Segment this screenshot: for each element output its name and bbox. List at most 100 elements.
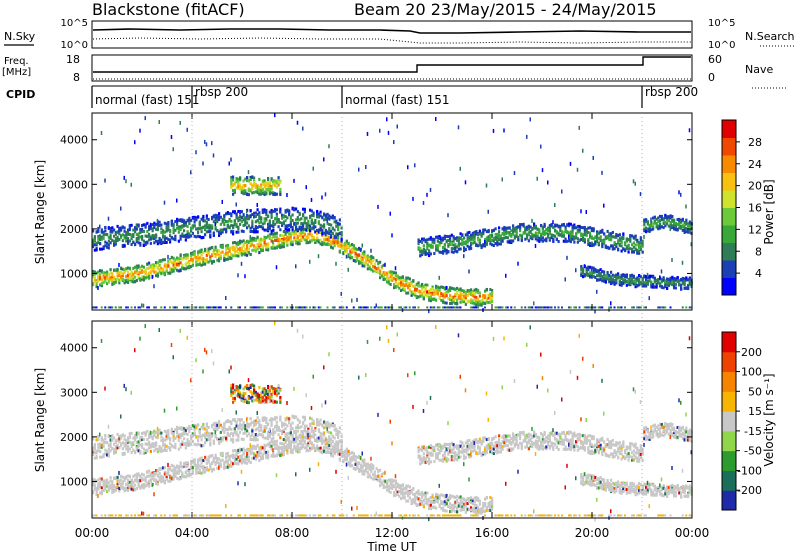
velocity-cell	[186, 469, 189, 473]
power-cell	[580, 273, 583, 277]
power-cell	[163, 272, 166, 276]
power-cell	[277, 176, 280, 180]
velocity-cell	[92, 437, 95, 441]
velocity-cell	[163, 447, 166, 451]
power-cell	[235, 254, 238, 258]
power-cell	[102, 230, 105, 234]
power-cell	[641, 242, 644, 246]
power-cell	[139, 243, 142, 247]
power-near-range-cell	[589, 306, 591, 309]
power-cell	[335, 240, 338, 244]
power-cell	[524, 231, 527, 235]
power-cell	[496, 241, 499, 245]
velocity-cell	[167, 445, 170, 449]
power-cell	[142, 276, 145, 280]
power-cell	[179, 253, 182, 257]
velocity-cell	[92, 483, 95, 487]
velocity-cell	[156, 431, 159, 435]
velocity-cell	[137, 472, 140, 476]
power-cell	[363, 264, 366, 268]
power-cell	[291, 213, 294, 217]
power-cell	[422, 247, 425, 251]
power-near-range-cell	[645, 306, 647, 309]
power-cell	[240, 246, 243, 250]
velocity-near-range-cell	[107, 514, 110, 517]
velocity-cell	[144, 449, 147, 453]
power-cell	[344, 241, 347, 245]
power-cell	[319, 223, 322, 227]
power-cell	[550, 233, 553, 237]
power-cell	[198, 235, 201, 239]
power-cell	[459, 236, 462, 240]
power-speckle	[484, 240, 486, 245]
power-cell	[226, 223, 229, 227]
power-cell	[258, 251, 261, 255]
power-cell	[491, 243, 494, 247]
power-cell	[165, 269, 168, 273]
power-cell	[333, 216, 336, 220]
power-cell	[155, 239, 158, 243]
power-cell	[233, 252, 236, 256]
power-cell	[324, 213, 327, 217]
power-cell	[261, 179, 264, 183]
power-cell	[163, 264, 166, 268]
power-cell	[676, 227, 679, 231]
power-cell	[638, 241, 641, 245]
velocity-cell	[139, 451, 142, 455]
power-cell	[230, 223, 233, 227]
power-cell	[100, 269, 103, 273]
power-cell	[281, 221, 284, 225]
power-cell	[142, 223, 145, 227]
power-speckle	[540, 144, 542, 149]
power-near-range-cell	[484, 306, 486, 309]
power-cell	[601, 243, 604, 247]
power-cell	[429, 237, 432, 241]
power-cell	[303, 233, 306, 237]
power-cell	[270, 208, 273, 212]
power-near-range-cell	[660, 306, 663, 309]
power-cell	[317, 228, 320, 232]
power-cell	[431, 285, 434, 289]
power-cell	[338, 244, 341, 248]
power-cell	[685, 220, 688, 224]
velocity-cell	[160, 446, 163, 450]
velocity-cell	[116, 443, 119, 447]
power-cell	[545, 239, 548, 243]
velocity-cell	[123, 486, 126, 490]
velocity-cell	[100, 455, 103, 459]
power-cell	[249, 215, 252, 219]
velocity-cell	[179, 461, 182, 465]
velocity-cell	[132, 474, 135, 478]
power-cell	[424, 251, 427, 255]
power-cell	[438, 250, 441, 254]
power-speckle	[618, 236, 621, 241]
power-cell	[291, 219, 294, 223]
power-cell	[548, 226, 551, 230]
velocity-cell	[99, 483, 102, 487]
power-cell	[443, 243, 446, 247]
power-cell	[330, 245, 333, 249]
velocity-cell	[120, 443, 123, 447]
velocity-cell	[179, 445, 182, 449]
power-cell	[312, 223, 315, 227]
power-cell	[97, 228, 100, 232]
power-speckle	[244, 274, 246, 279]
power-cell	[272, 191, 275, 195]
power-cell	[666, 222, 669, 226]
power-cell	[470, 290, 473, 294]
power-cell	[618, 280, 621, 284]
power-near-range-cell	[624, 306, 626, 309]
power-cell	[106, 241, 109, 245]
power-cell	[107, 243, 110, 247]
velocity-cell	[99, 445, 102, 449]
power-speckle	[195, 150, 197, 155]
power-cell	[534, 233, 537, 237]
power-cell	[163, 230, 166, 234]
power-cell	[568, 224, 571, 228]
velocity-cell	[141, 485, 144, 489]
power-cell	[592, 229, 595, 233]
power-cell	[536, 238, 539, 242]
power-cell	[674, 228, 677, 232]
velocity-cell	[172, 476, 175, 480]
velocity-speckle	[125, 387, 127, 392]
